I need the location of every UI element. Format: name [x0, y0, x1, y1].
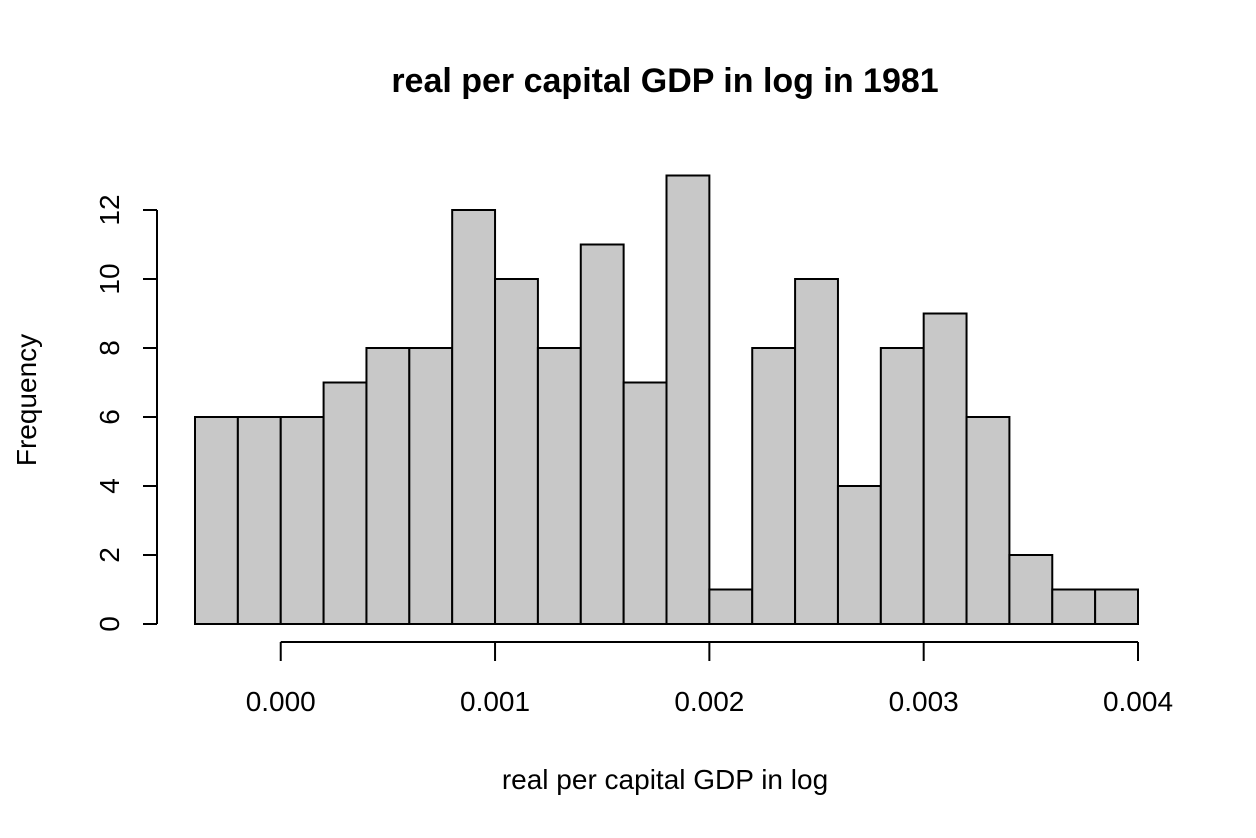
histogram-bar [322, 381, 368, 625]
histogram-bar [365, 347, 411, 625]
y-axis-label: Frequency [11, 334, 42, 466]
x-tick-label: 0.002 [674, 686, 744, 717]
y-tick-label: 10 [94, 263, 125, 294]
histogram-bar [794, 278, 839, 625]
y-tick-label: 8 [94, 340, 125, 356]
histogram-bar [879, 347, 925, 625]
histogram-bar [751, 347, 797, 625]
histogram-bar [1051, 588, 1097, 625]
histogram-bar [665, 174, 711, 625]
y-tick-label: 2 [94, 547, 125, 563]
histogram-bar [708, 588, 754, 625]
y-tick-label: 0 [94, 616, 125, 632]
histogram-bar [536, 347, 582, 625]
x-axis-label: real per capital GDP in log [502, 764, 828, 795]
histogram-bar [408, 347, 454, 625]
histogram-bar [965, 416, 1011, 625]
bars-group [194, 174, 1139, 625]
x-axis: 0.000 0.001 0.002 0.003 0.004 [246, 641, 1173, 717]
chart-title: real per capital GDP in log in 1981 [391, 62, 938, 100]
histogram-bar [494, 278, 539, 625]
x-tick-label: 0.004 [1103, 686, 1173, 717]
y-axis: 0 2 4 6 8 10 12 [94, 194, 158, 632]
histogram-bar [579, 243, 625, 625]
histogram-bar [1008, 554, 1054, 625]
histogram-bar [1094, 588, 1139, 625]
y-tick-label: 12 [94, 194, 125, 225]
x-tick-label: 0.000 [246, 686, 316, 717]
y-tick-label: 4 [94, 478, 125, 494]
histogram-bar [836, 485, 882, 625]
histogram-bar [922, 312, 968, 625]
y-tick-label: 6 [94, 409, 125, 425]
x-tick-label: 0.001 [460, 686, 530, 717]
histogram-bar [236, 416, 282, 625]
histogram-bar [451, 209, 497, 625]
histogram-bar [194, 416, 239, 625]
histogram-bar [622, 381, 668, 625]
x-tick-label: 0.003 [889, 686, 959, 717]
histogram-bar [279, 416, 325, 625]
